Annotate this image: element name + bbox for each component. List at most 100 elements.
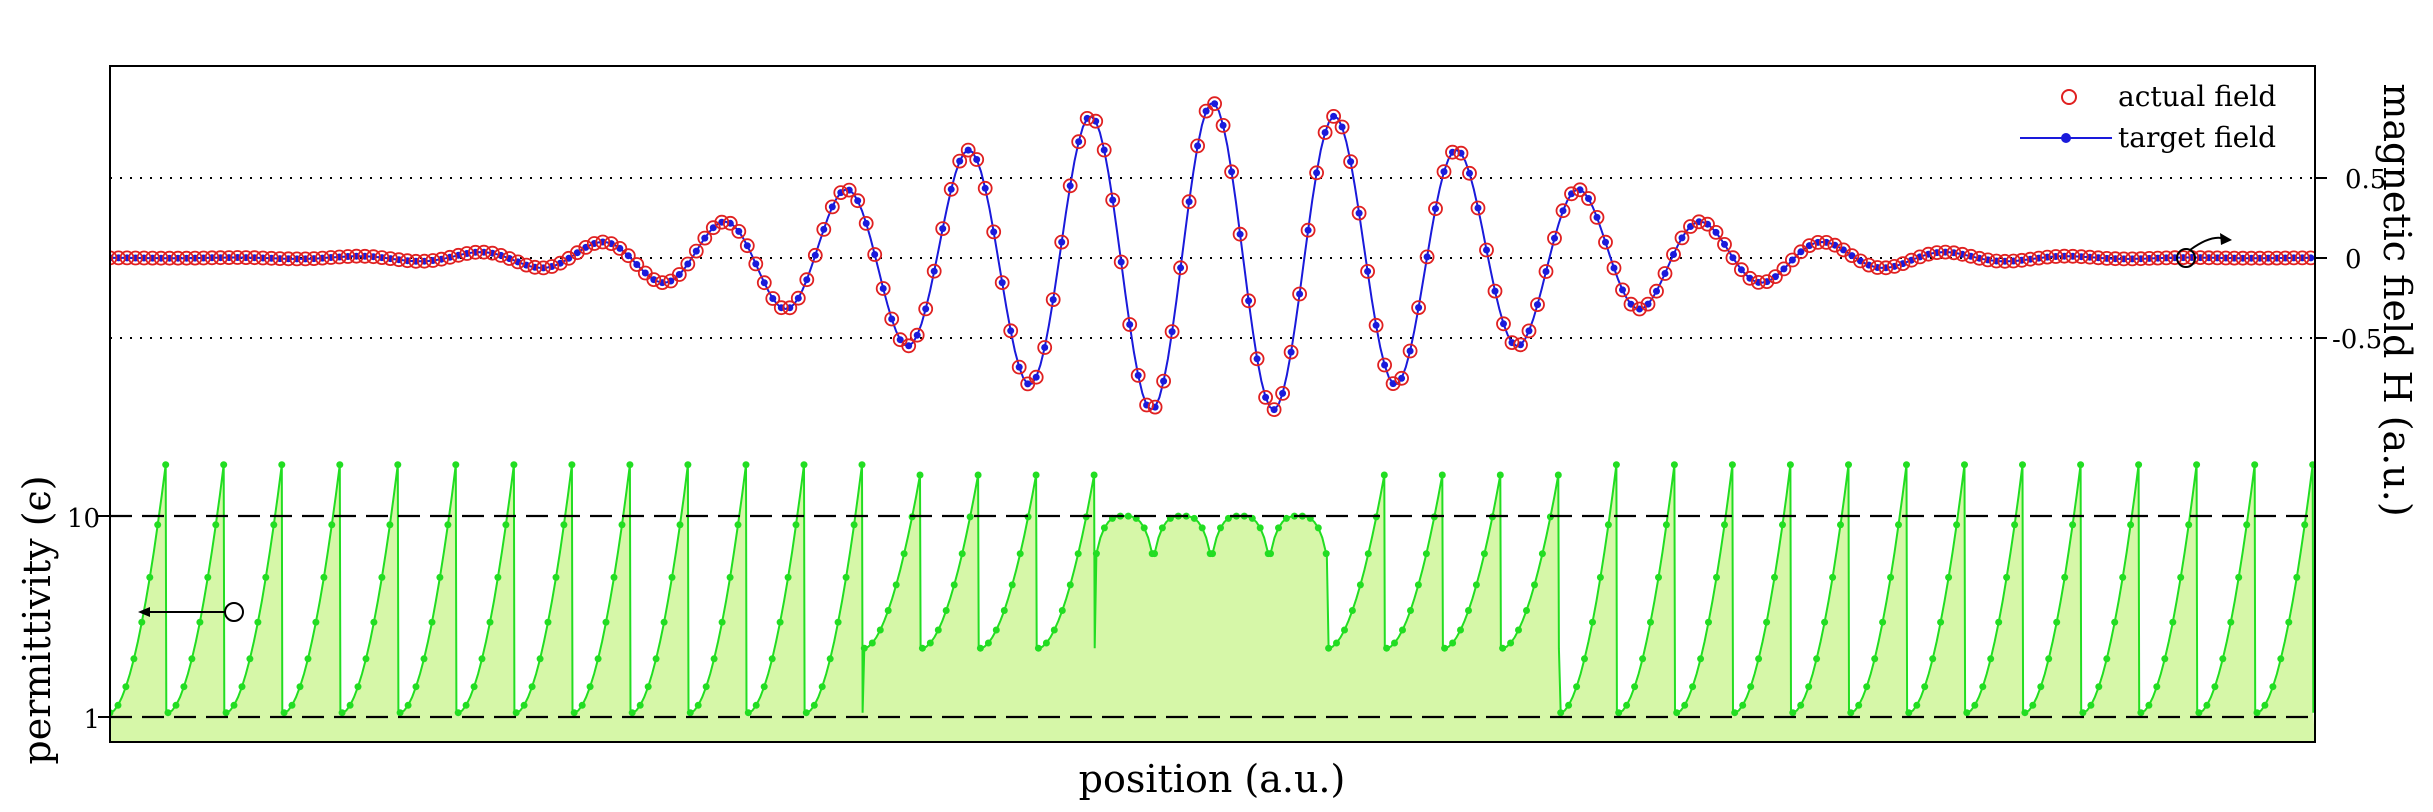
actual-field-point [1870,260,1885,275]
actual-field-point [1453,145,1469,161]
actual-field-point [1207,96,1222,112]
actual-field-point [493,247,509,263]
permittivity-point [1322,550,1330,558]
target-field-point [1610,264,1618,272]
actual-field-point [884,311,900,327]
target-field-point [1287,348,1295,356]
permittivity-point [1705,618,1712,626]
target-field-point [1245,297,1253,305]
actual-field-point [382,251,398,267]
actual-field-point [1725,250,1741,266]
actual-field-point [1640,296,1656,312]
actual-field-point [340,249,356,264]
actual-field-point [1819,234,1834,250]
target-field-point [1423,253,1431,261]
actual-field-point [2252,250,2268,266]
target-field-point [1797,248,1805,256]
permittivity-point [280,709,288,717]
permittivity-point [138,618,146,626]
target-field-point [1160,377,1168,385]
permittivity-point [510,461,518,469]
actual-field-point [2303,250,2315,266]
permittivity-point [1647,618,1654,626]
actual-field-point [901,338,917,354]
permittivity-point [494,573,502,581]
permittivity-point [1879,618,1887,626]
permittivity-point [1356,581,1364,589]
actual-field-point [2014,252,2030,268]
permittivity-point [1333,639,1340,647]
actual-field-point [442,249,458,265]
permittivity-point [660,618,668,626]
permittivity-point [454,709,462,717]
permittivity-point [1871,655,1879,663]
actual-field-point [221,250,237,266]
permittivity-point [1789,709,1797,717]
permittivity-point [1929,655,1937,663]
actual-field-point [263,250,279,266]
right-tick-0.5: 0.5 [2345,165,2386,195]
permittivity-point [362,655,370,663]
permittivity-point [1190,514,1198,522]
actual-field-point [850,193,866,209]
target-field-point [769,295,777,302]
permittivity-point [2195,709,2203,717]
target-field-point [1270,406,1278,414]
actual-field-point [1181,194,1197,210]
permittivity-point [246,655,254,663]
permittivity-point [992,626,1000,634]
actual-field-point [1530,297,1545,313]
actual-field-point [1139,397,1154,413]
permittivity-point [784,573,792,581]
permittivity-point [1662,521,1670,529]
permittivity-point [1198,524,1206,532]
permittivity-point [1074,550,1082,558]
permittivity-point [1863,683,1871,691]
actual-field-point [1938,244,1953,260]
permittivity-point [1771,573,1778,581]
target-field-point [1415,304,1423,312]
actual-field-point [1802,238,1817,254]
actual-field-point [1513,337,1528,353]
permittivity-point [2103,655,2111,663]
actual-field-point [136,250,152,266]
actual-field-point [433,251,449,267]
actual-field-point [756,275,772,291]
permittivity-layer [110,461,2315,742]
target-field-point [1661,270,1669,277]
actual-field-point [1096,142,1112,158]
permittivity-point [1364,550,1372,558]
right-tick-0: 0 [2345,245,2362,275]
actual-field-point [1071,134,1087,150]
actual-field-point [1564,186,1579,202]
actual-field-point [2150,250,2166,266]
permittivity-point [1565,701,1573,709]
permittivity-point [470,683,478,691]
actual-field-point [162,250,177,266]
actual-field-point [1759,274,1775,290]
actual-field-point [1045,292,1061,308]
actual-field-point [1190,138,1205,154]
permittivity-point [312,618,320,626]
permittivity-point [860,644,868,652]
target-field-point [1236,230,1244,238]
permittivity-point [180,683,188,691]
permittivity-point [1399,626,1406,634]
plot-frame [109,65,2316,743]
target-field-point [1219,121,1227,129]
target-field-point [1551,234,1558,242]
permittivity-point [610,573,618,581]
actual-field-point [1079,111,1095,126]
actual-field-point [1122,317,1138,332]
actual-field-point [450,247,466,263]
target-field-point [1049,296,1057,304]
actual-field-point [2022,251,2038,267]
permittivity-point [2293,573,2301,581]
target-field-point [1780,265,1788,273]
permittivity-point [1639,655,1647,663]
target-field-point [1330,112,1338,120]
actual-field-point [2269,250,2285,266]
permittivity-point [2161,655,2169,663]
target-field-point [1313,169,1321,177]
actual-field-point [1215,118,1231,133]
